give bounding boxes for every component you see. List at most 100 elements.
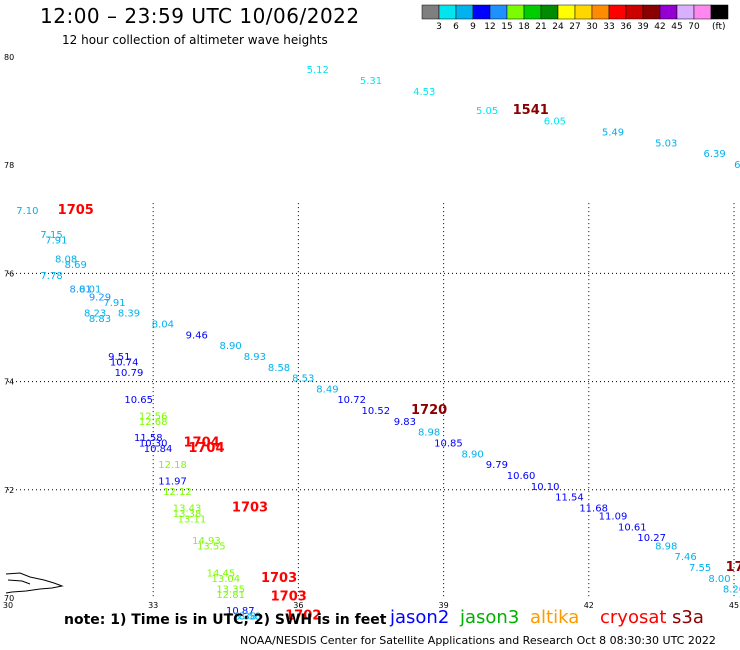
wave-height-value: 8.04	[152, 320, 174, 331]
wave-height-value: 10.65	[124, 395, 153, 406]
wave-height-value: 14.45	[207, 568, 236, 579]
wave-height-value: 8.49	[316, 384, 338, 395]
legend-tick-label: 39	[637, 22, 649, 32]
wave-height-value: 9.46	[186, 330, 208, 341]
legend-tick-label: 45	[671, 22, 682, 32]
wave-height-value: 12.56	[139, 411, 168, 422]
legend-tick-label: 3	[436, 22, 442, 32]
pass-time-label: 1705	[58, 203, 94, 218]
mission-altika: altika	[530, 607, 580, 628]
wave-height-value: 10.60	[507, 471, 536, 482]
wave-height-value: 11.09	[599, 512, 628, 523]
wave-height-value: 12.68	[139, 417, 168, 428]
wave-height-value: 10.72	[337, 395, 366, 406]
footer-credit: NOAA/NESDIS Center for Satellite Applica…	[240, 634, 716, 647]
pass-time-label: 1704	[188, 441, 224, 456]
wave-height-value: 5.03	[655, 138, 677, 149]
page-title: 12:00 – 23:59 UTC 10/06/2022	[40, 4, 360, 28]
lat-tick-label: 72	[4, 486, 14, 495]
wave-height-value: 9.79	[486, 460, 508, 471]
legend-tick-label: 24	[552, 22, 564, 32]
wave-height-value: 6.05	[544, 117, 566, 128]
legend-tick-label: 18	[518, 22, 530, 32]
wave-height-value: 11.68	[579, 503, 608, 514]
wave-height-value: 7.91	[103, 298, 125, 309]
color-legend: 3 6 9 12 15 18 21 24 27 30 33 36 39 42 45 70 (ft)	[421, 4, 729, 32]
mission-s3a: s3a	[672, 607, 704, 628]
wave-height-value: 10.85	[434, 439, 463, 450]
legend-swatch	[710, 4, 729, 20]
wave-height-value: 8.38	[234, 612, 256, 623]
coastline	[5, 572, 64, 594]
legend-tick-label: 30	[586, 22, 598, 32]
wave-height-value: 8.58	[268, 363, 290, 374]
legend-tick-label: 33	[603, 22, 614, 32]
wave-height-value: 8.69	[65, 260, 87, 271]
wave-height-value: 7.55	[689, 563, 711, 574]
pass-time-label: 1704	[184, 436, 220, 451]
mission-cryosat: cryosat	[600, 607, 667, 628]
wave-height-value: 5.49	[602, 127, 624, 138]
wave-height-value: 8.58	[239, 612, 261, 623]
coastline	[7, 579, 31, 585]
wave-height-value: 7.78	[40, 271, 62, 282]
wave-height-value: 12.18	[158, 460, 187, 471]
pass-time-label: 1703	[261, 571, 297, 586]
pass-time-label: 1720	[411, 403, 447, 418]
wave-height-value: 8.08	[55, 255, 77, 266]
wave-height-value: 7.	[739, 595, 740, 606]
wave-height-value: 10.30	[139, 439, 168, 450]
lon-tick-label: 45	[729, 601, 739, 610]
wave-height-value: 6.39	[704, 149, 726, 160]
wave-height-value: 10.61	[618, 522, 647, 533]
legend-tick-label: 12	[484, 22, 495, 32]
wave-height-value: 13.11	[178, 514, 207, 525]
lon-tick-label: 33	[148, 601, 158, 610]
wave-height-value: 7.10	[16, 206, 38, 217]
wave-height-value: 10.27	[637, 533, 666, 544]
wave-height-value: 13.38	[173, 509, 202, 520]
lat-tick-label: 70	[4, 594, 14, 603]
lat-tick-label: 78	[4, 161, 14, 170]
lon-tick-label: 36	[293, 601, 303, 610]
wave-height-value: 11.58	[134, 433, 163, 444]
wave-height-value: 7.46	[674, 552, 696, 563]
legend-tick-label: 9	[470, 22, 476, 32]
wave-height-value: 6.	[734, 160, 740, 171]
wave-height-value: 10.87	[226, 606, 255, 617]
wave-height-value: 12.12	[163, 487, 192, 498]
lat-tick-label: 74	[4, 378, 14, 387]
pass-time-label: 1719	[726, 560, 740, 575]
legend-tick-label: 6	[453, 22, 459, 32]
wave-height-value: 13.35	[216, 585, 245, 596]
legend-tick-label: 70	[688, 22, 700, 32]
wave-height-value: 13.55	[197, 541, 226, 552]
wave-height-value: 8.20	[723, 585, 740, 596]
mission-jason3: jason3	[460, 607, 520, 628]
wave-height-value: 10.74	[110, 357, 139, 368]
legend-tick-label: 27	[569, 22, 580, 32]
mission-jason2: jason2	[390, 607, 450, 628]
wave-height-value: 8.93	[244, 352, 266, 363]
pass-time-label: 1541	[513, 103, 549, 118]
wave-height-value: 5.12	[307, 65, 329, 76]
wave-height-value: 10.84	[144, 444, 173, 455]
wave-height-value: 10.52	[362, 406, 391, 417]
wave-height-value: 8.53	[292, 374, 314, 385]
pass-time-label: 1702	[285, 609, 321, 624]
lon-tick-label: 39	[439, 601, 449, 610]
wave-height-value: 8.98	[655, 541, 677, 552]
legend-unit: (ft)	[712, 22, 726, 32]
lat-tick-label: 76	[4, 269, 14, 278]
wave-height-value: 5.05	[476, 106, 498, 117]
wave-height-value: 7.91	[45, 236, 67, 247]
wave-height-value: 13.43	[173, 503, 202, 514]
wave-height-value: 5.31	[360, 76, 382, 87]
lon-tick-label: 30	[3, 601, 13, 610]
page-subtitle: 12 hour collection of altimeter wave hei…	[62, 33, 328, 47]
wave-height-value: 8.39	[118, 309, 140, 320]
wave-height-value: 9.83	[394, 417, 416, 428]
wave-height-value: 4.53	[413, 87, 435, 98]
